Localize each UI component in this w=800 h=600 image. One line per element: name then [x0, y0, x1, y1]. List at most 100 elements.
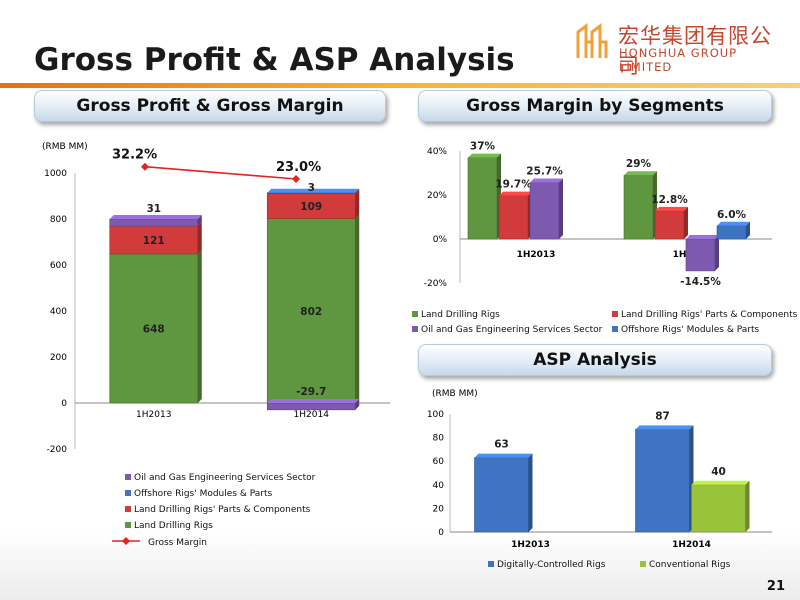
- bar-oil-and-gas-engineering-services-sector: [266, 402, 356, 411]
- segments-section-header: Gross Margin by Segments: [418, 90, 772, 122]
- y-tick-label: 0: [61, 399, 67, 409]
- y-tick-label: 20: [433, 504, 445, 514]
- bar-oil-and-gas-engineering-services-sector: [529, 182, 560, 240]
- y-tick-label: 0: [438, 528, 444, 538]
- legend-digitally-controlled-rigs-swatch: [488, 561, 494, 567]
- y-tick-label: 0%: [433, 235, 448, 245]
- bar-offshore-rigs-modules-parts-side: [746, 221, 750, 239]
- bar-offshore-rigs-modules-parts-top: [717, 221, 750, 226]
- x-tick-label: 1H2014: [672, 540, 711, 550]
- bar-oil-and-gas-engineering-services-sector-side: [197, 215, 202, 227]
- y-tick-label: 600: [50, 261, 67, 271]
- legend-offshore-rigs-modules-parts-label: Offshore Rigs' Modules & Parts: [621, 325, 759, 335]
- y-tick-label: 800: [50, 215, 67, 225]
- y-tick-label: 60: [433, 457, 445, 467]
- bar-conventional-rigs-side: [745, 480, 750, 532]
- legend-land-drilling-rigs-parts-components-label: Land Drilling Rigs' Parts & Components: [621, 310, 798, 320]
- data-label: 40: [711, 466, 726, 478]
- unit-label: (RMB MM): [432, 389, 478, 399]
- bar-oil-and-gas-engineering-services-sector-top: [686, 235, 719, 239]
- legend-oil-and-gas-engineering-services-sector-swatch: [125, 474, 131, 480]
- bar-oil-and-gas-engineering-services-sector-top: [267, 399, 360, 403]
- legend-oil-and-gas-engineering-services-sector-label: Oil and Gas Engineering Services Sector: [421, 325, 603, 335]
- data-label: -29.7: [296, 386, 326, 398]
- y-tick-label: 100: [427, 410, 444, 420]
- company-logo: 宏华集团有限公司 HONGHUA GROUP LIMITED: [572, 20, 787, 78]
- title-underline: [0, 83, 800, 88]
- data-label: 37%: [470, 141, 496, 153]
- bar-land-drilling-rigs-parts-components: [266, 193, 356, 219]
- bar-land-drilling-rigs-parts-components-top: [499, 191, 532, 196]
- legend-land-drilling-rigs-swatch: [125, 522, 131, 528]
- bar-digitally-controlled-rigs-top: [635, 425, 694, 430]
- data-label: 63: [494, 439, 509, 451]
- data-label: 29%: [626, 158, 652, 170]
- bar-digitally-controlled-rigs-top: [474, 453, 533, 458]
- x-tick-label: 1H2013: [136, 410, 171, 420]
- legend-digitally-controlled-rigs-label: Digitally-Controlled Rigs: [497, 560, 606, 570]
- y-tick-label: -20%: [424, 279, 448, 289]
- legend-land-drilling-rigs-label: Land Drilling Rigs: [134, 521, 213, 531]
- asp-chart: (RMB MM) 0 20 40 60 80 100 1H2013 63 1H2014 87 40 Di…: [427, 389, 772, 570]
- data-label: 802: [300, 306, 322, 318]
- gross-margin-line: [144, 165, 297, 180]
- data-label: -14.5%: [680, 276, 721, 288]
- gross-margin-marker: [141, 162, 149, 171]
- logo-english-name: HONGHUA GROUP LIMITED: [619, 46, 738, 74]
- x-tick-label: 1H2013: [511, 540, 550, 550]
- legend-offshore-rigs-modules-parts-swatch: [612, 326, 618, 332]
- bar-conventional-rigs: [691, 484, 746, 533]
- bar-digitally-controlled-rigs-side: [528, 453, 533, 532]
- y-tick-label: 400: [50, 307, 67, 317]
- bar-oil-and-gas-engineering-services-sector-side: [559, 178, 563, 239]
- bar-oil-and-gas-engineering-services-sector-side: [355, 399, 360, 410]
- honghua-logo-icon: [576, 23, 608, 58]
- gross-profit-section-header: Gross Profit & Gross Margin: [34, 90, 386, 122]
- bar-land-drilling-rigs-parts-components: [109, 225, 199, 255]
- legend-land-drilling-rigs-label: Land Drilling Rigs: [421, 310, 500, 320]
- legend-offshore-rigs-modules-parts-swatch: [125, 490, 131, 496]
- bar-land-drilling-rigs-top: [624, 171, 657, 176]
- bar-oil-and-gas-engineering-services-sector: [109, 218, 199, 227]
- bar-offshore-rigs-modules-parts: [716, 225, 747, 240]
- legend-land-drilling-rigs-parts-components-swatch: [125, 506, 131, 512]
- bar-land-drilling-rigs-parts-components-side: [684, 206, 688, 239]
- legend-conventional-rigs-label: Conventional Rigs: [649, 560, 731, 570]
- bar-land-drilling-rigs-parts-components-side: [355, 189, 360, 219]
- legend-offshore-rigs-modules-parts-label: Offshore Rigs' Modules & Parts: [134, 489, 272, 499]
- bar-oil-and-gas-engineering-services-sector: [685, 238, 716, 272]
- bar-land-drilling-rigs-parts-components-side: [197, 222, 202, 254]
- bar-oil-and-gas-engineering-services-sector-top: [109, 215, 202, 219]
- unit-label: (RMB MM): [42, 142, 88, 152]
- bar-oil-and-gas-engineering-services-sector-top: [530, 178, 563, 183]
- legend-conventional-rigs-swatch: [640, 561, 646, 567]
- gross-margin-segments-chart: -20%0%20%40%1H201337%19.7%25.7%1H201429%…: [412, 141, 798, 335]
- legend-oil-and-gas-engineering-services-sector-label: Oil and Gas Engineering Services Sector: [134, 473, 316, 483]
- data-label: 87: [655, 410, 670, 422]
- data-label: 121: [143, 235, 165, 247]
- legend-gross-margin-marker: [122, 537, 130, 545]
- page-number: 21: [766, 579, 785, 594]
- y-tick-label: 80: [433, 434, 445, 444]
- data-label: 19.7%: [495, 179, 532, 191]
- gross-profit-chart: (RMB MM) -200 0 200 400 600 800 1000 1H2013 648 12…: [42, 142, 390, 548]
- gross-margin-label: 32.2%: [112, 148, 157, 163]
- data-label: 31: [146, 203, 161, 215]
- y-tick-label: 40%: [427, 147, 447, 157]
- data-label: 6.0%: [717, 209, 747, 221]
- data-label: 3: [308, 182, 315, 194]
- x-tick-label: 1H2014: [294, 410, 330, 420]
- y-tick-label: 1000: [44, 169, 67, 179]
- data-label: 109: [300, 201, 322, 213]
- bar-land-drilling-rigs-side: [355, 214, 360, 403]
- bar-conventional-rigs-top: [691, 480, 750, 485]
- data-label: 25.7%: [526, 165, 563, 177]
- y-tick-label: -200: [47, 445, 68, 455]
- gross-margin-label: 23.0%: [276, 160, 321, 175]
- logo-chinese-name: 宏华集团有限公司: [618, 24, 772, 78]
- bar-land-drilling-rigs: [266, 218, 356, 404]
- bar-land-drilling-rigs: [623, 174, 654, 240]
- data-label: 12.8%: [651, 194, 688, 206]
- bar-oil-and-gas-engineering-services-sector-side: [715, 235, 719, 271]
- bar-offshore-rigs-modules-parts-side: [355, 188, 360, 194]
